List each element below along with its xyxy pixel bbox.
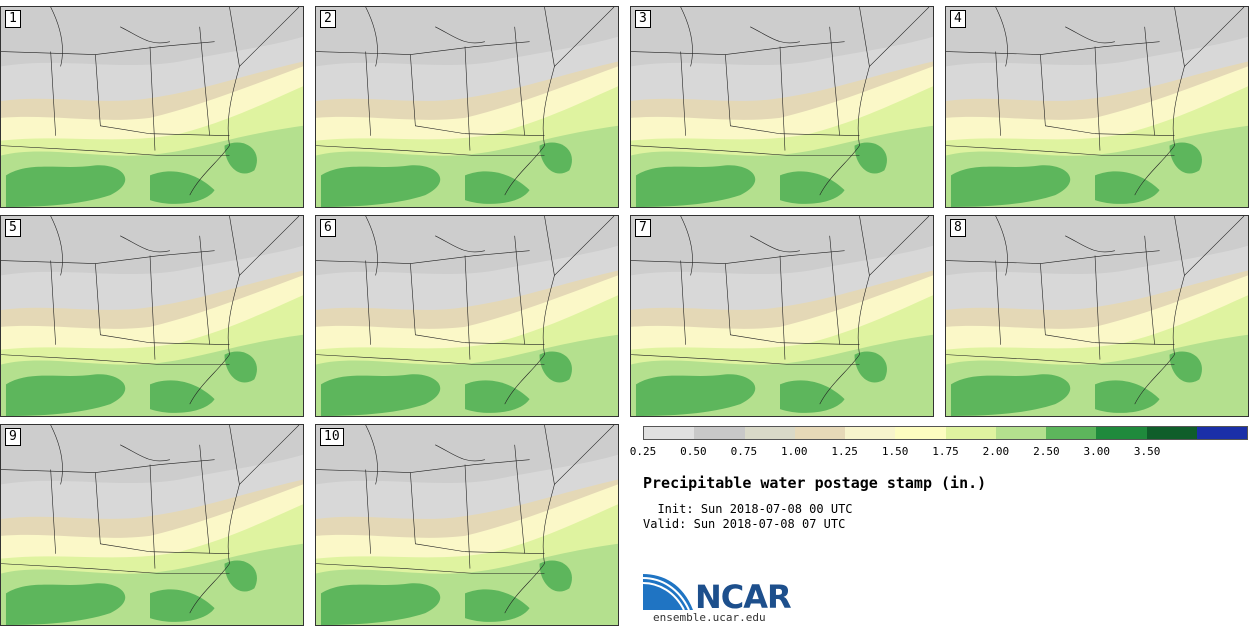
- colorbar-segment: [945, 427, 996, 439]
- member-panel: 8: [945, 215, 1249, 417]
- member-number: 8: [950, 219, 966, 237]
- ncar-wordmark: NCAR: [695, 578, 792, 616]
- colorbar-segment: [694, 427, 745, 439]
- colorbar-tick-label: 1.00: [781, 445, 808, 458]
- colorbar-segment: [794, 427, 845, 439]
- member-number: 7: [635, 219, 651, 237]
- precip-water-map: [1, 425, 303, 625]
- init-label: Init:: [657, 502, 694, 516]
- member-number: 5: [5, 219, 21, 237]
- precip-water-map: [316, 7, 618, 207]
- precip-water-map: [946, 7, 1248, 207]
- member-number: 2: [320, 10, 336, 28]
- precip-water-map: [946, 216, 1248, 416]
- colorbar-segment: [845, 427, 896, 439]
- colorbar: [643, 426, 1248, 440]
- colorbar-segment: [1196, 427, 1247, 439]
- member-number: 3: [635, 10, 651, 28]
- colorbar-tick-label: 2.50: [1033, 445, 1060, 458]
- precip-water-map: [631, 7, 933, 207]
- precip-water-map: [631, 216, 933, 416]
- member-number: 10: [320, 428, 344, 446]
- valid-label: Valid:: [643, 517, 687, 531]
- precip-water-map: [316, 216, 618, 416]
- member-panel: 1: [0, 6, 304, 208]
- colorbar-segment: [995, 427, 1046, 439]
- chart-title: Precipitable water postage stamp (in.): [643, 474, 987, 492]
- member-number: 9: [5, 428, 21, 446]
- ensemble-url: ensemble.ucar.edu: [653, 611, 766, 624]
- colorbar-tick-label: 0.75: [730, 445, 758, 458]
- member-panel: 5: [0, 215, 304, 417]
- member-panel: 2: [315, 6, 619, 208]
- precip-water-map: [1, 7, 303, 207]
- colorbar-tick-label: 1.75: [932, 445, 959, 458]
- colorbar-segment: [1096, 427, 1147, 439]
- member-panel: 3: [630, 6, 934, 208]
- member-panel: 7: [630, 215, 934, 417]
- member-panel: 9: [0, 424, 304, 626]
- colorbar-segment: [744, 427, 795, 439]
- precip-water-map: [316, 425, 618, 625]
- member-number: 6: [320, 219, 336, 237]
- colorbar-segment: [1046, 427, 1097, 439]
- colorbar-tick-label: 1.25: [831, 445, 858, 458]
- colorbar-segment: [644, 427, 695, 439]
- colorbar-segment: [895, 427, 946, 439]
- run-metadata: Init: Sun 2018-07-08 00 UTC Valid: Sun 2…: [643, 502, 853, 532]
- colorbar-tick-labels: 0.25 0.50 0.75 1.00 1.25 1.50 1.75 2.00 2.50 3.00…: [630, 445, 1260, 459]
- valid-value: Sun 2018-07-08 07 UTC: [693, 517, 846, 531]
- member-panel: 10: [315, 424, 619, 626]
- init-value: Sun 2018-07-08 00 UTC: [700, 502, 853, 516]
- colorbar-tick-label: 0.50: [680, 445, 707, 458]
- member-number: 1: [5, 10, 21, 28]
- member-number: 4: [950, 10, 966, 28]
- member-panel: 6: [315, 215, 619, 417]
- ncar-logo: NCAR ensemble.ucar.edu: [642, 570, 793, 625]
- colorbar-tick-label: 2.00: [982, 445, 1010, 458]
- colorbar-tick-label: 3.00: [1083, 445, 1111, 458]
- member-panel: 4: [945, 6, 1249, 208]
- ncar-swoosh-icon: [642, 574, 693, 611]
- precip-water-map: [1, 216, 303, 416]
- colorbar-tick-label: 3.50: [1133, 445, 1161, 458]
- colorbar-segment: [1146, 427, 1197, 439]
- colorbar-tick-label: 1.50: [881, 445, 909, 458]
- colorbar-tick-label: 0.25: [629, 445, 657, 458]
